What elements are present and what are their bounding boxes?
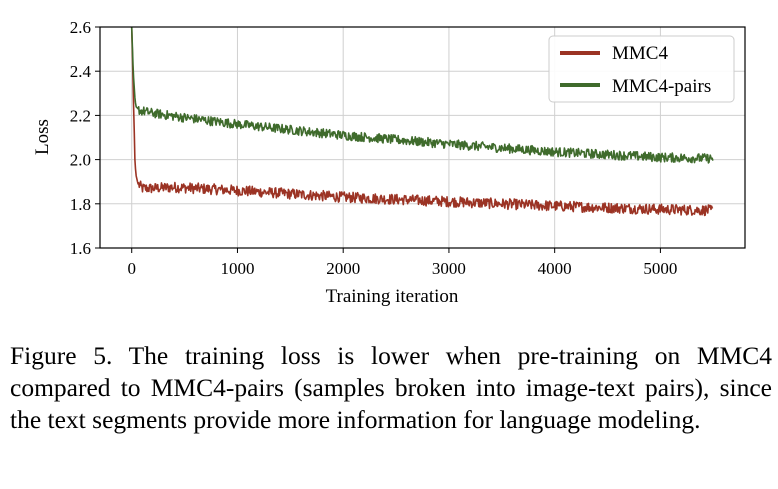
y-tick-label: 2.6 [70, 18, 91, 37]
series-layer [130, 27, 714, 217]
x-tick-label: 5000 [643, 259, 677, 278]
legend-label-mmc4: MMC4 [612, 43, 668, 64]
figure-caption: Figure 5. The training loss is lower whe… [10, 341, 772, 434]
y-tick-label: 2.2 [70, 106, 91, 125]
y-tick-label: 1.8 [70, 195, 91, 214]
x-tick-label: 1000 [220, 259, 254, 278]
y-tick-label: 2.4 [70, 62, 92, 81]
x-tick-label: 3000 [432, 259, 466, 278]
loss-chart: 0 1000 2000 3000 4000 50001.61.82.02.22.42.6 … [32, 18, 746, 307]
x-tick-label: 4000 [538, 259, 572, 278]
legend: MMC4 MMC4-pairs [548, 35, 735, 103]
y-axis-label: Loss [32, 119, 53, 155]
plot-frame [99, 26, 746, 249]
series-line-mmc4-pairs [130, 27, 714, 164]
y-tick-label: 1.6 [70, 239, 91, 258]
y-tick-label: 2.0 [70, 151, 91, 170]
legend-label-mmc4-pairs: MMC4-pairs [612, 76, 711, 97]
series-line-mmc4 [130, 27, 714, 217]
axis-ticks: 0 1000 2000 3000 4000 5000 1.6 1.8 2.0 2.2 2.4 2.6 [70, 18, 678, 278]
x-axis-label: Training iteration [326, 286, 459, 307]
x-tick-label: 0 [127, 259, 136, 278]
x-tick-label: 2000 [326, 259, 360, 278]
